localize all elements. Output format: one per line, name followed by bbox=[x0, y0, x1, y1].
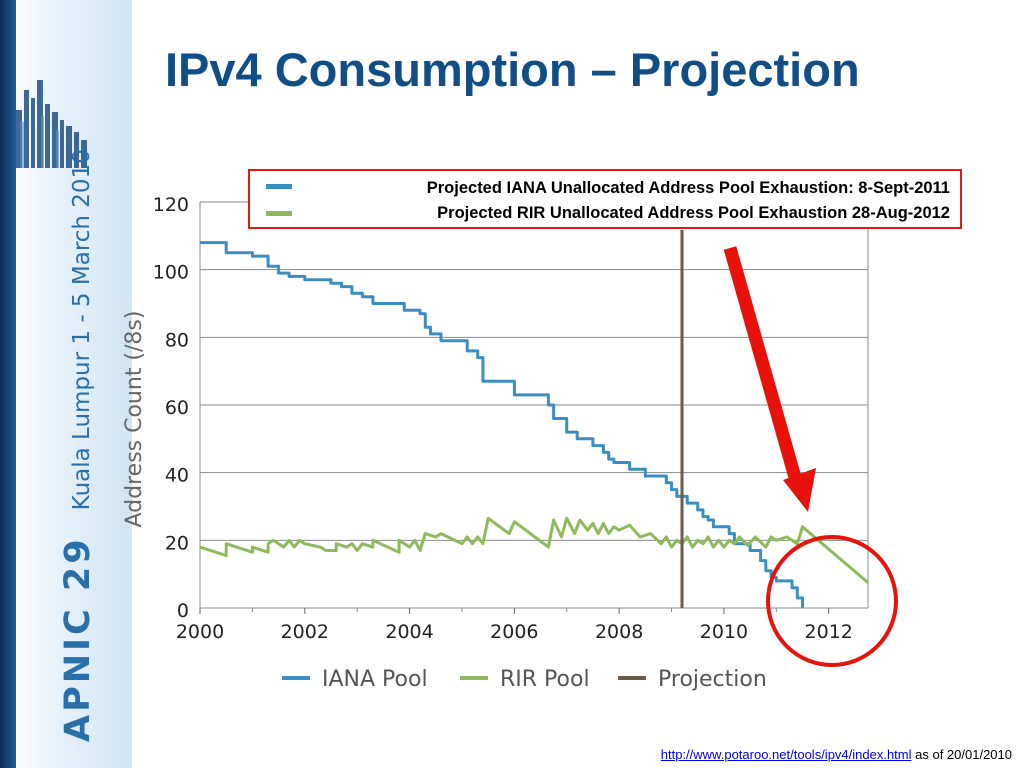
y-tick-label-40: 40 bbox=[165, 465, 189, 487]
y-tick-label-80: 80 bbox=[165, 329, 189, 351]
x-tick-label-2012: 2012 bbox=[805, 621, 853, 643]
slide-title: IPv4 Consumption – Projection bbox=[165, 43, 860, 96]
chart-y-axis: 0 20 40 60 80 100 120 Address Count (/8s) bbox=[122, 194, 189, 622]
sidebar-edge-stripe bbox=[0, 0, 16, 768]
projection-callout-box: Projected IANA Unallocated Address Pool … bbox=[248, 169, 962, 229]
red-arrow-shaft bbox=[723, 246, 805, 490]
legend-label-rir: RIR Pool bbox=[500, 667, 590, 692]
rir-projection-text: Projected RIR Unallocated Address Pool E… bbox=[437, 204, 950, 222]
chart-annotations bbox=[723, 246, 898, 667]
x-tick-label-2010: 2010 bbox=[700, 621, 748, 643]
y-axis-title: Address Count (/8s) bbox=[122, 311, 147, 528]
source-link[interactable]: http://www.potaroo.net/tools/ipv4/index.… bbox=[660, 747, 912, 762]
x-tick-label-2006: 2006 bbox=[490, 621, 538, 643]
y-tick-label-100: 100 bbox=[153, 262, 189, 284]
chart-legend: IANA Pool RIR Pool Projection bbox=[282, 667, 767, 692]
x-tick-label-2004: 2004 bbox=[385, 621, 433, 643]
chart-x-axis: 2000 2002 2004 2006 2008 2010 2012 bbox=[176, 608, 853, 643]
y-tick-label-120: 120 bbox=[153, 194, 189, 216]
red-highlight-circle bbox=[766, 535, 898, 667]
chart-series bbox=[199, 230, 869, 608]
source-date: as of 20/01/2010 bbox=[915, 747, 1012, 762]
x-tick-label-2000: 2000 bbox=[176, 621, 224, 643]
iana-pool-line bbox=[200, 241, 804, 608]
legend-label-projection: Projection bbox=[658, 667, 767, 692]
rir-projection-swatch bbox=[266, 211, 292, 216]
y-tick-label-60: 60 bbox=[165, 397, 189, 419]
iana-projection-text: Projected IANA Unallocated Address Pool … bbox=[426, 179, 950, 197]
city-skyline-icon bbox=[16, 80, 87, 168]
x-tick-label-2002: 2002 bbox=[281, 621, 329, 643]
iana-projection-swatch bbox=[266, 184, 292, 189]
rir-pool-line bbox=[199, 516, 869, 584]
y-tick-label-20: 20 bbox=[165, 532, 189, 554]
sidebar: APNIC 29Kuala Lumpur 1 - 5 March 2010 bbox=[0, 0, 132, 768]
source-footer: http://www.potaroo.net/tools/ipv4/index.… bbox=[661, 747, 1012, 762]
legend-label-iana: IANA Pool bbox=[322, 667, 428, 692]
x-tick-label-2008: 2008 bbox=[595, 621, 643, 643]
red-arrow-head bbox=[783, 468, 816, 512]
y-tick-label-0: 0 bbox=[177, 600, 189, 622]
